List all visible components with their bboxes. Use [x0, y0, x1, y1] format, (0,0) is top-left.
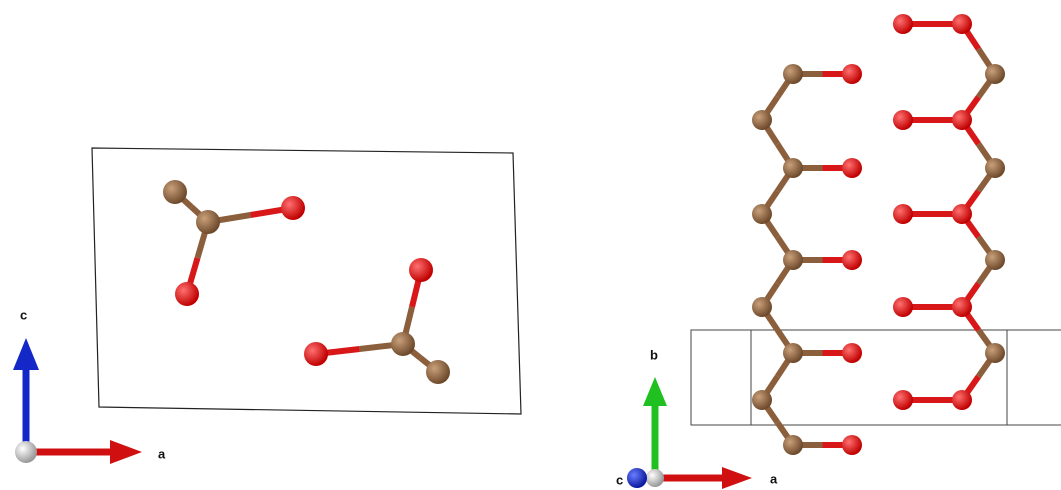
- atom: [783, 158, 803, 178]
- a-arrow: [110, 440, 142, 464]
- atom: [952, 297, 972, 317]
- atom: [842, 343, 862, 363]
- atom: [985, 343, 1005, 363]
- atom: [409, 258, 433, 282]
- left-structure: [92, 148, 521, 414]
- b-arrow: [643, 377, 667, 406]
- atom: [893, 390, 913, 410]
- left-axes: c a: [13, 307, 166, 464]
- axis-label: c: [616, 472, 623, 487]
- atom: [196, 210, 220, 234]
- atom: [752, 110, 772, 130]
- atom: [893, 297, 913, 317]
- a-arrow: [722, 467, 752, 489]
- page: {"left_panel": {"axis_labels": {"c": "c"…: [0, 0, 1061, 490]
- atom: [952, 110, 972, 130]
- atom: [783, 64, 803, 84]
- atom: [783, 435, 803, 455]
- atom: [783, 343, 803, 363]
- atom: [391, 332, 415, 356]
- atom: [175, 282, 199, 306]
- right-axes: b c a: [616, 347, 778, 489]
- atom: [842, 64, 862, 84]
- atom: [163, 180, 187, 204]
- axis-label: c: [20, 307, 27, 322]
- atom: [985, 250, 1005, 270]
- atom: [752, 297, 772, 317]
- unit-cell: [691, 330, 1061, 425]
- axis-label: b: [650, 347, 658, 362]
- axis-label: a: [158, 446, 166, 461]
- figure: c a b c a: [0, 0, 1061, 490]
- atom: [842, 250, 862, 270]
- unit-cell: [92, 148, 521, 414]
- origin: [646, 469, 664, 487]
- atom: [842, 158, 862, 178]
- atom: [893, 204, 913, 224]
- atom: [281, 196, 305, 220]
- atom: [893, 14, 913, 34]
- atom: [952, 204, 972, 224]
- atom: [985, 158, 1005, 178]
- atom: [842, 435, 862, 455]
- right-structure: [691, 14, 1061, 455]
- atom: [426, 360, 450, 384]
- atom: [985, 64, 1005, 84]
- origin: [15, 441, 37, 463]
- atom: [952, 14, 972, 34]
- atom: [752, 204, 772, 224]
- atom: [783, 250, 803, 270]
- c-axis: [627, 468, 647, 488]
- axis-label: a: [770, 471, 778, 486]
- c-arrow: [13, 338, 39, 370]
- atom: [893, 110, 913, 130]
- atom: [752, 390, 772, 410]
- atom: [952, 390, 972, 410]
- atom: [304, 342, 328, 366]
